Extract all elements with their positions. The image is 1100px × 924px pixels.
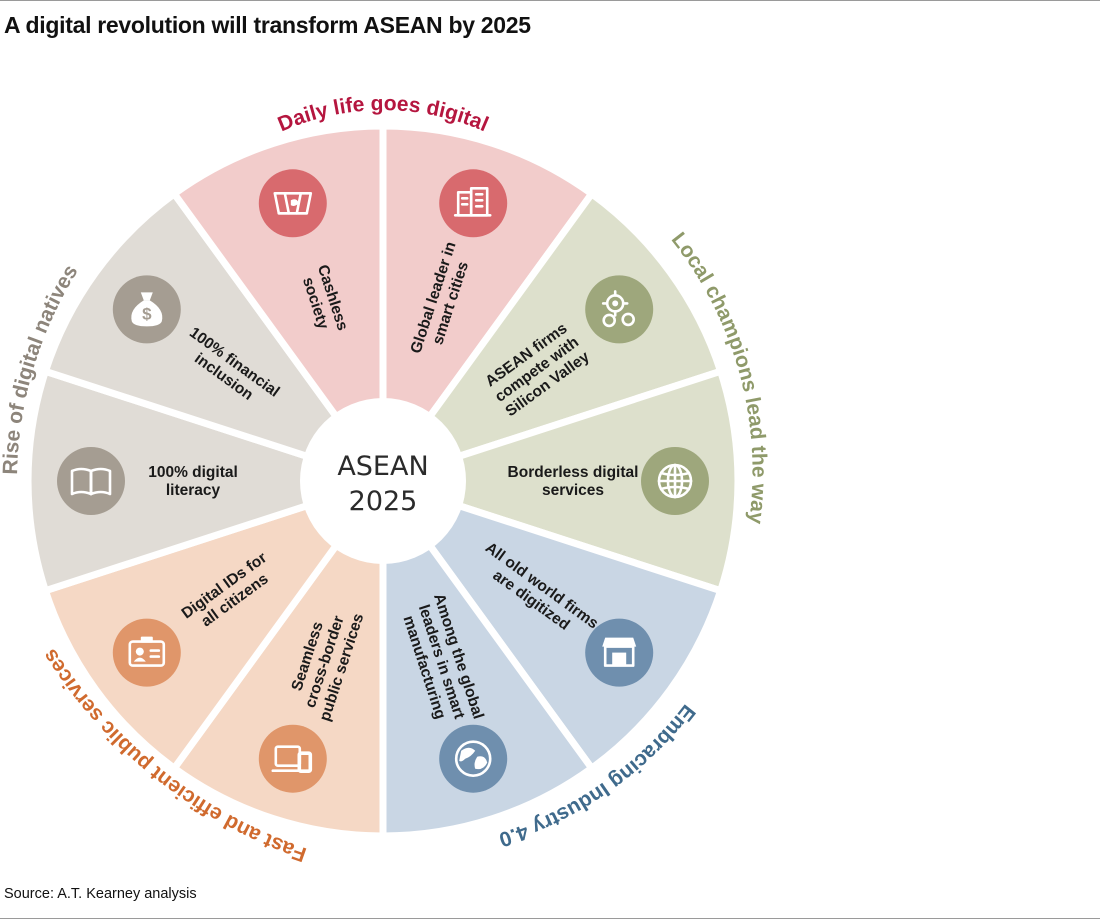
wheel-segment: [373, 188, 726, 488]
source-note: Source: A.T. Kearney analysis: [4, 886, 197, 902]
icon-circle: [439, 169, 508, 238]
id-card-icon: [112, 618, 181, 687]
chart-title: A digital revolution will transform ASEA…: [4, 12, 531, 38]
book-icon: [57, 447, 125, 515]
center-label-line1: ASEAN: [337, 451, 428, 482]
wheel-segment: [379, 122, 597, 492]
top-rule: [0, 0, 1100, 1]
icon-circle: [112, 618, 181, 687]
buildings-icon: [439, 169, 508, 238]
bottom-rule: [0, 918, 1100, 919]
center-label-line2: 2025: [349, 486, 418, 517]
cash-hand-icon: [258, 169, 327, 238]
wheel-segment: [373, 474, 726, 774]
earth-icon: [439, 724, 508, 793]
globe-grid-icon: [641, 447, 709, 515]
wheel-segment: [40, 188, 393, 488]
wheel-segment: [40, 474, 393, 774]
svg-text:$: $: [142, 304, 152, 323]
wheel-segment: [24, 366, 395, 596]
wheel-segment: [169, 470, 387, 840]
storefront-icon: [585, 618, 654, 687]
gears-icon: [585, 275, 654, 344]
segment-label: Borderless digital services: [508, 464, 639, 499]
wheel-segment: [371, 366, 742, 596]
segment-label: 100% digital literacy: [148, 464, 238, 499]
icon-circle: [439, 724, 508, 793]
center-circle: [300, 398, 466, 564]
devices-icon: [258, 724, 327, 793]
icon-circle: [258, 724, 327, 793]
wheel-segment: [169, 122, 387, 492]
money-bag-icon: $: [112, 275, 181, 344]
wheel-segment: [379, 470, 597, 840]
